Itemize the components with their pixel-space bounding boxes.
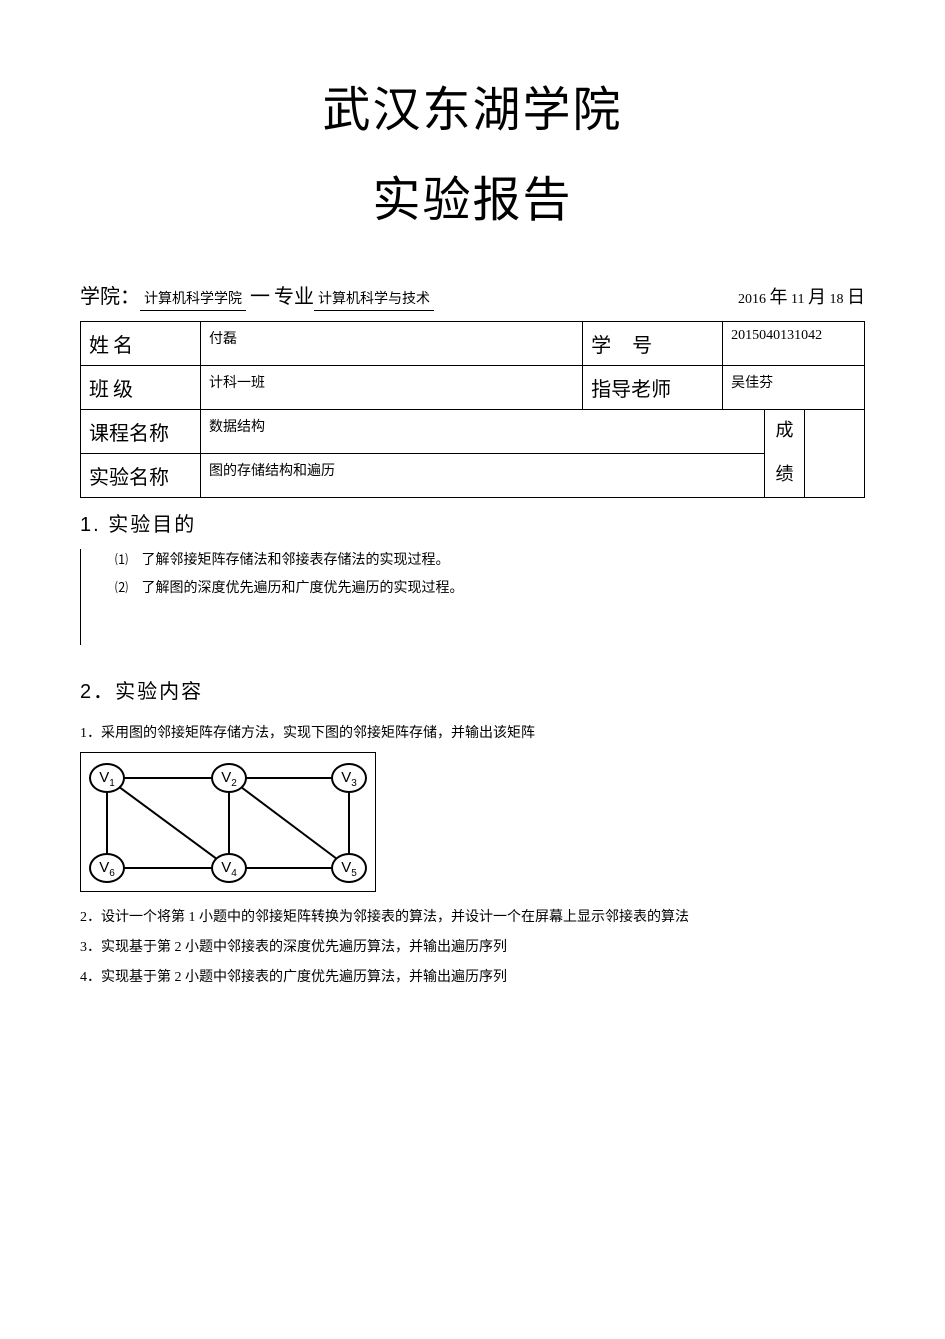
- graph-node: V5: [331, 853, 367, 883]
- table-row: 课程名称 数据结构 成 绩: [81, 410, 865, 454]
- graph-edge: [106, 777, 229, 869]
- year-value: 2016: [738, 292, 766, 307]
- id-label-cell: 学 号: [583, 322, 723, 366]
- day-value: 18: [830, 292, 844, 307]
- section1-body: ⑴ 了解邻接矩阵存储法和邻接表存储法的实现过程。 ⑵ 了解图的深度优先遍历和广度…: [80, 549, 865, 645]
- graph-node: V6: [89, 853, 125, 883]
- course-label-cell: 课程名称: [81, 410, 201, 454]
- graph-node: V2: [211, 763, 247, 793]
- content-item-4: 4．实现基于第 2 小题中邻接表的广度优先遍历算法，并输出遍历序列: [80, 966, 865, 986]
- major-value: 计算机科学与技术: [314, 288, 434, 311]
- grade-char-2: 绩: [773, 460, 796, 486]
- grade-value-cell: [805, 410, 865, 498]
- college-label: 学院：: [80, 280, 140, 309]
- graph-diagram: V1 V2 V3 V6 V4 V5: [80, 752, 376, 892]
- table-row: 实验名称 图的存储结构和遍历: [81, 454, 865, 498]
- course-value-cell: 数据结构: [201, 410, 765, 454]
- section2-header: 2．实验内容: [80, 675, 865, 704]
- major-label: 专业: [274, 280, 314, 309]
- name-label-cell: 姓名: [81, 322, 201, 366]
- content-item-1: 1．采用图的邻接矩阵存储方法，实现下图的邻接矩阵存储，并输出该矩阵: [80, 722, 865, 742]
- graph-node: V3: [331, 763, 367, 793]
- section1-header: 1. 实验目的: [80, 508, 865, 537]
- class-value-cell: 计科一班: [201, 366, 583, 410]
- grade-char-1: 成: [773, 416, 796, 442]
- goal-item: ⑴ 了解邻接矩阵存储法和邻接表存储法的实现过程。: [97, 549, 865, 569]
- goal-item: ⑵ 了解图的深度优先遍历和广度优先遍历的实现过程。: [97, 577, 865, 597]
- class-label-cell: 班级: [81, 366, 201, 410]
- table-row: 姓名 付磊 学 号 2015040131042: [81, 322, 865, 366]
- year-unit: 年: [770, 287, 788, 307]
- report-title: 实验报告: [80, 160, 865, 230]
- teacher-label-cell: 指导老师: [583, 366, 723, 410]
- header-info-line: 学院： 计算机科学学院 一 专业 计算机科学与技术 2016 年 11 月 18…: [80, 280, 865, 311]
- content-item-3: 3．实现基于第 2 小题中邻接表的深度优先遍历算法，并输出遍历序列: [80, 936, 865, 956]
- graph-node: V1: [89, 763, 125, 793]
- goal-num: ⑴: [115, 552, 128, 567]
- month-value: 11: [791, 292, 804, 307]
- table-row: 班级 计科一班 指导老师 吴佳芬: [81, 366, 865, 410]
- graph-node: V4: [211, 853, 247, 883]
- grade-label-cell: 成 绩: [765, 410, 805, 498]
- college-value: 计算机科学学院: [140, 288, 246, 311]
- goal-text: 了解邻接矩阵存储法和邻接表存储法的实现过程。: [142, 553, 450, 568]
- name-value-cell: 付磊: [201, 322, 583, 366]
- content-item-2: 2．设计一个将第 1 小题中的邻接矩阵转换为邻接表的算法，并设计一个在屏幕上显示…: [80, 906, 865, 926]
- date-block: 2016 年 11 月 18 日: [738, 283, 865, 309]
- header-sep: 一: [250, 280, 270, 309]
- goal-text: 了解图的深度优先遍历和广度优先遍历的实现过程。: [142, 581, 464, 596]
- month-unit: 月: [808, 287, 826, 307]
- graph-edge: [228, 777, 349, 869]
- day-unit: 日: [847, 287, 865, 307]
- goal-num: ⑵: [115, 580, 128, 595]
- info-table: 姓名 付磊 学 号 2015040131042 班级 计科一班 指导老师 吴佳芬…: [80, 321, 865, 498]
- university-name: 武汉东湖学院: [80, 70, 865, 140]
- id-value-cell: 2015040131042: [723, 322, 865, 366]
- teacher-value-cell: 吴佳芬: [723, 366, 865, 410]
- exp-value-cell: 图的存储结构和遍历: [201, 454, 765, 498]
- exp-label-cell: 实验名称: [81, 454, 201, 498]
